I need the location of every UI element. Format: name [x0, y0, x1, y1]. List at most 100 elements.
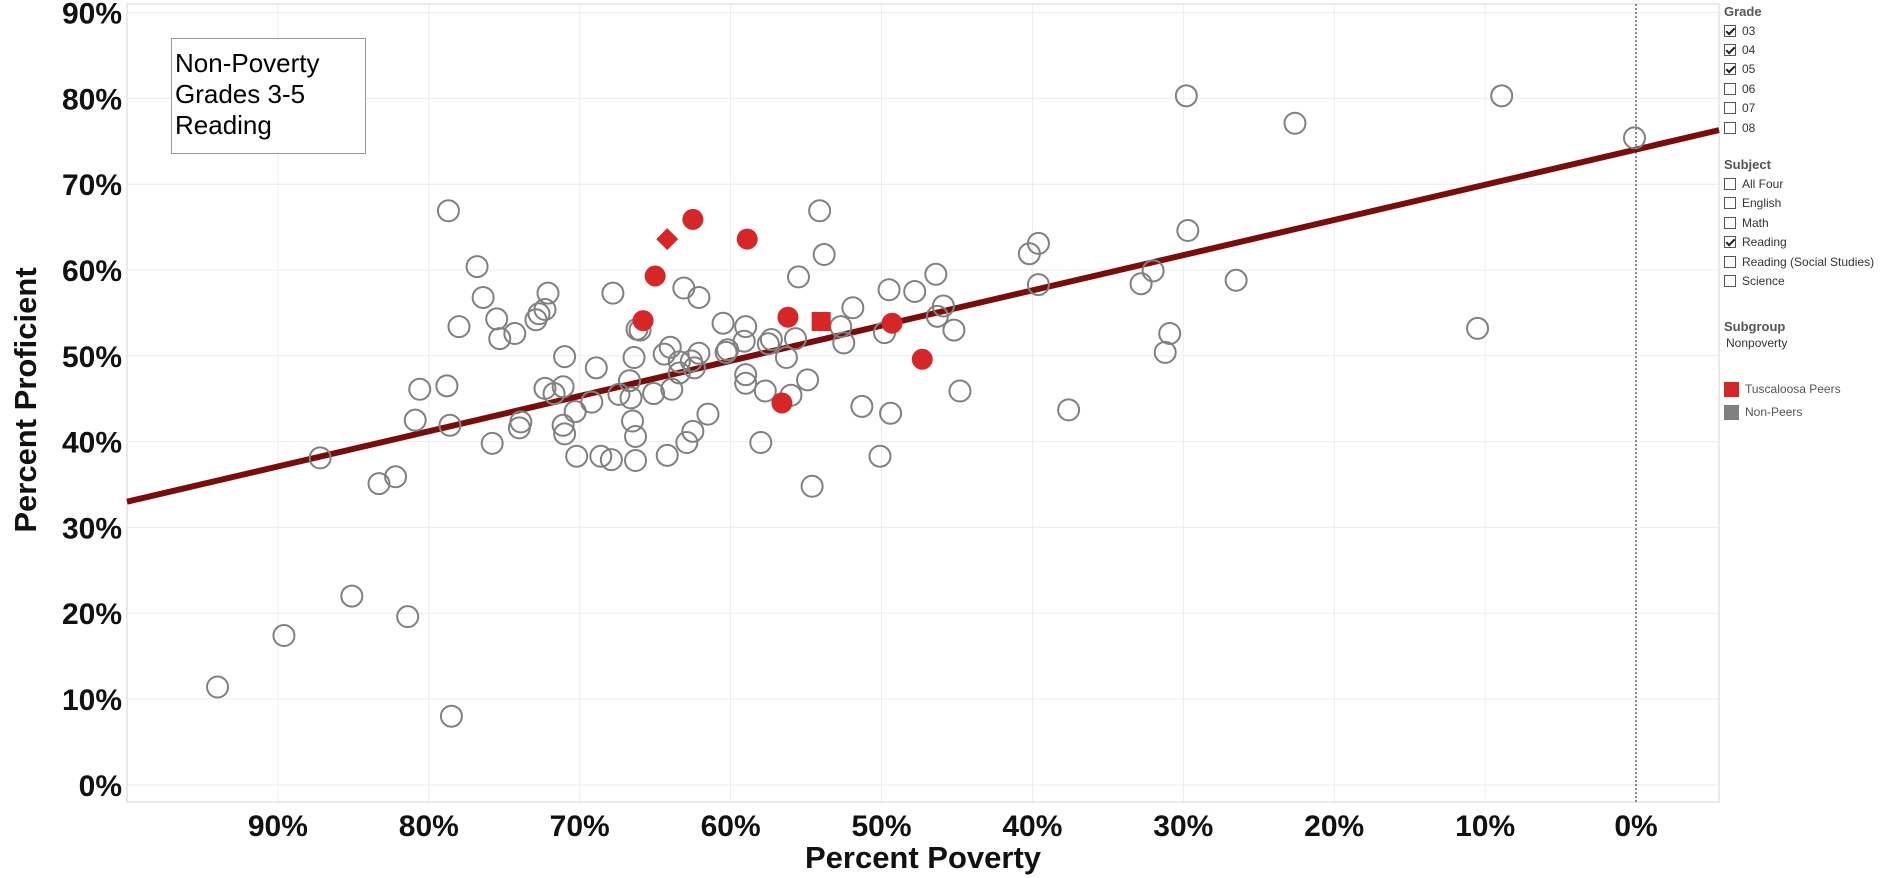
legend-label-peers: Tuscaloosa Peers	[1745, 382, 1841, 397]
non-peer-point	[447, 315, 471, 339]
non-peer-point	[714, 340, 738, 364]
non-peer-point	[759, 328, 783, 352]
non-peer-point	[1026, 231, 1050, 255]
non-peer-point	[800, 474, 824, 498]
checkbox-label: 07	[1742, 101, 1756, 116]
non-peer-point	[652, 342, 676, 366]
subject-option-english[interactable]: English	[1724, 194, 1902, 213]
grade-option-08[interactable]: 08	[1724, 118, 1902, 137]
checkbox[interactable]	[1724, 274, 1736, 287]
peer-point-square	[811, 311, 831, 331]
checkbox[interactable]	[1724, 121, 1736, 134]
annotation-box: Non-Poverty Grades 3-5 Reading	[171, 38, 366, 154]
checkbox-label: 05	[1742, 62, 1756, 77]
non-peer-point	[580, 390, 604, 414]
subject-option-all-four[interactable]: All Four	[1724, 174, 1902, 193]
non-peer-point	[436, 199, 460, 223]
non-peer-point	[1174, 84, 1198, 108]
checkbox[interactable]	[1724, 236, 1736, 249]
checkbox[interactable]	[1724, 178, 1736, 191]
x-tick-label: 50%	[851, 810, 911, 843]
non-peer-point	[465, 255, 489, 279]
grade-option-03[interactable]: 03	[1724, 21, 1902, 40]
non-peer-point	[753, 379, 777, 403]
subject-option-science[interactable]: Science	[1724, 271, 1902, 290]
non-peer-point	[1129, 272, 1153, 296]
checkbox-label: Reading (Social Studies)	[1742, 254, 1875, 269]
non-peer-point	[622, 346, 646, 370]
checkbox-label: English	[1742, 196, 1782, 211]
non-peer-point	[408, 377, 432, 401]
grade-option-05[interactable]: 05	[1724, 60, 1902, 79]
grade-option-04[interactable]: 04	[1724, 40, 1902, 59]
non-peer-point	[617, 369, 641, 393]
x-tick-label: 30%	[1153, 810, 1213, 843]
y-axis-title: Percent Proficient	[8, 267, 43, 532]
non-peer-point	[732, 329, 756, 353]
non-peer-point	[553, 422, 577, 446]
non-peer-point	[206, 675, 230, 699]
legend-item-non-peers[interactable]: Non-Peers	[1724, 401, 1902, 424]
y-tick-label: 20%	[62, 598, 122, 631]
filter-panel: Grade 03 04 05 06 07 08 Subject All Four Engli…	[1724, 4, 1902, 424]
checkbox[interactable]	[1724, 197, 1736, 210]
non-peer-point	[658, 335, 682, 359]
subgroup-value[interactable]: Nonpoverty	[1726, 335, 1788, 350]
non-peer-point	[756, 332, 780, 356]
non-peer-point	[1158, 321, 1182, 345]
regression-line	[126, 127, 1720, 505]
non-peer-point	[565, 444, 589, 468]
trend-line	[126, 127, 1720, 505]
non-peer-point	[812, 243, 836, 267]
non-peer-point	[1224, 268, 1248, 292]
non-peer-point	[485, 307, 509, 331]
non-peer-point	[527, 302, 551, 326]
non-peer-point	[551, 375, 575, 399]
non-peer-point	[681, 419, 705, 443]
gridlines	[127, 4, 1719, 802]
checkbox[interactable]	[1724, 24, 1736, 37]
checkbox[interactable]	[1724, 255, 1736, 268]
non-peer-point	[774, 346, 798, 370]
legend-item-peers[interactable]: Tuscaloosa Peers	[1724, 378, 1902, 401]
non-peer-point	[503, 321, 527, 345]
non-peer-point	[589, 444, 613, 468]
checkbox[interactable]	[1724, 216, 1736, 229]
non-peer-point	[734, 315, 758, 339]
non-peer-point	[660, 377, 684, 401]
checkbox-label: 06	[1742, 81, 1756, 96]
subject-option-reading-social-studies[interactable]: Reading (Social Studies)	[1724, 252, 1902, 271]
subgroup-filter: Subgroup Nonpoverty	[1724, 319, 1902, 350]
non-peer-point	[1057, 398, 1081, 422]
non-peer-point	[621, 409, 645, 433]
y-tick-label: 50%	[62, 341, 122, 374]
grade-option-07[interactable]: 07	[1724, 99, 1902, 118]
checkbox[interactable]	[1724, 44, 1736, 57]
non-peer-point	[931, 294, 955, 318]
checkbox-label: Math	[1742, 215, 1769, 230]
grade-filter-title: Grade	[1724, 4, 1762, 19]
grade-option-06[interactable]: 06	[1724, 79, 1902, 98]
checkbox[interactable]	[1724, 63, 1736, 76]
non-peer-point	[563, 400, 587, 424]
non-peer-point	[682, 356, 706, 380]
annotation-line-1: Non-Poverty	[175, 48, 320, 78]
checkbox-label: Reading	[1742, 235, 1787, 250]
checkbox[interactable]	[1724, 102, 1736, 115]
subject-option-reading[interactable]: Reading	[1724, 233, 1902, 252]
checkbox[interactable]	[1724, 82, 1736, 95]
peer-point	[644, 265, 666, 287]
x-tick-label: 80%	[399, 810, 459, 843]
non-peer-point	[734, 363, 758, 387]
non-peer-point	[783, 327, 807, 351]
subject-option-math[interactable]: Math	[1724, 213, 1902, 232]
non-peer-point	[667, 350, 691, 374]
x-tick-label: 90%	[248, 810, 308, 843]
y-tick-label: 90%	[62, 0, 122, 31]
non-peer-point	[734, 371, 758, 395]
non-peer-point	[642, 382, 666, 406]
non-peer-point	[533, 297, 557, 321]
checkbox-label: 04	[1742, 43, 1756, 58]
non-peer-point	[1466, 316, 1490, 340]
non-peer-point	[584, 356, 608, 380]
